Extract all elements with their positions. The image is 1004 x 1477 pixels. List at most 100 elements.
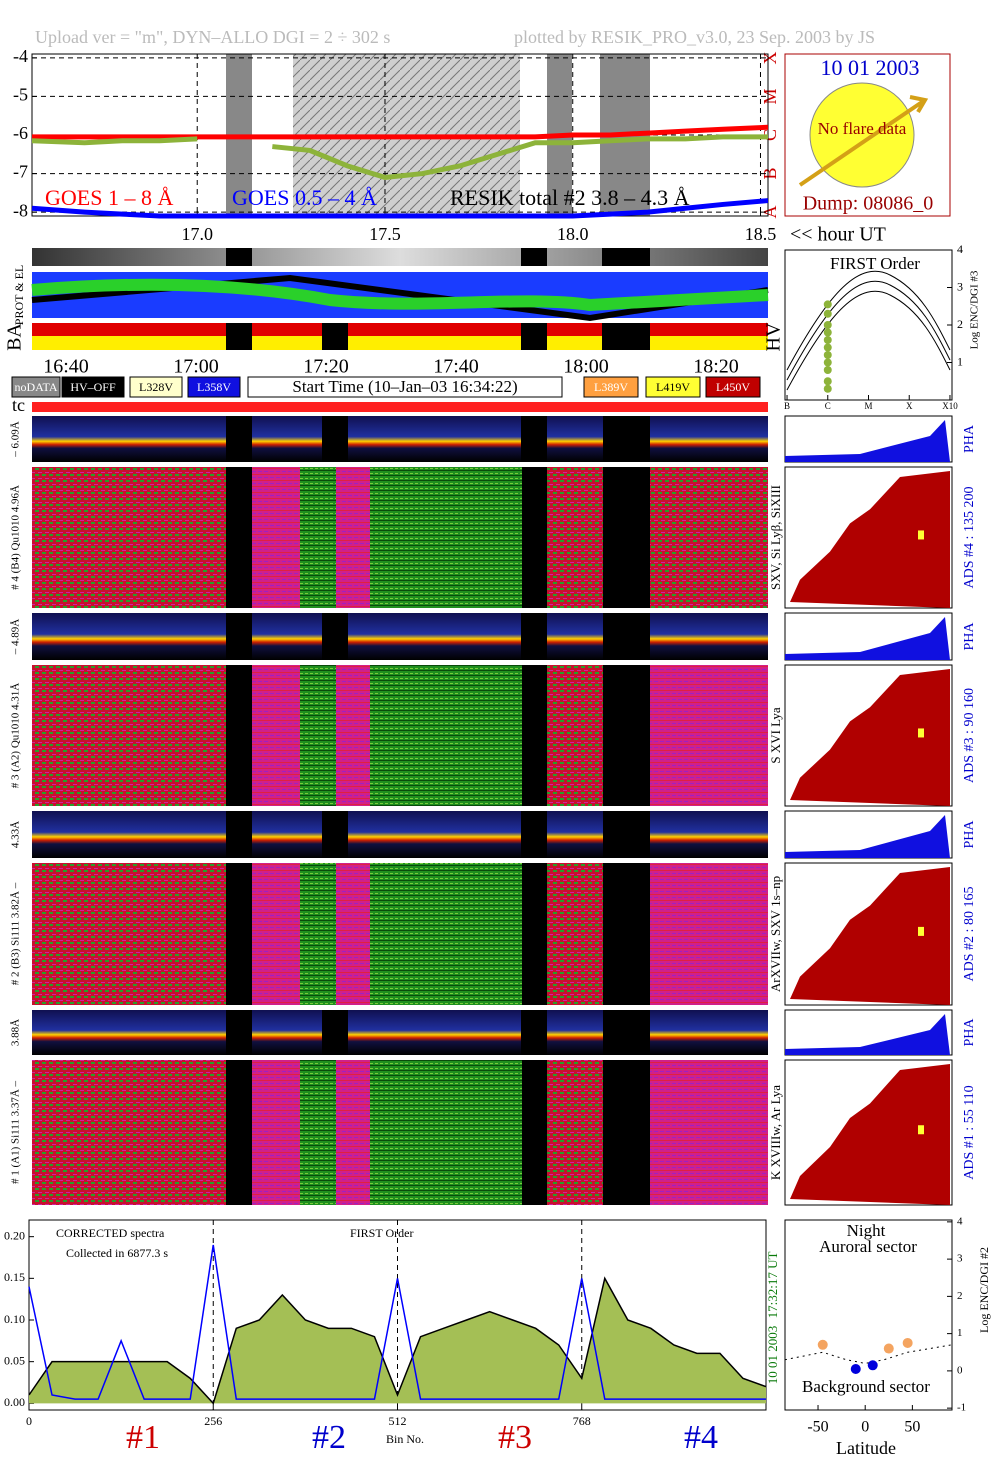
- x-tick-label: C: [825, 401, 831, 411]
- section-label: #4: [684, 1419, 718, 1456]
- point: [823, 309, 832, 318]
- dump: Dump: 08086_0: [803, 193, 934, 215]
- ba-strip: [32, 323, 768, 336]
- y-tick-label: -8: [13, 200, 28, 220]
- ads-marker: [918, 1125, 924, 1135]
- x-tick-label: 18.0: [557, 224, 589, 244]
- annotation: FIRST Order: [350, 1226, 413, 1240]
- header-left: Upload ver = "m", DYN–ALLO DGI = 2 ÷ 302…: [35, 27, 390, 47]
- strip-label: PROT & EL: [12, 265, 26, 325]
- legend-label: HV–OFF: [70, 380, 116, 394]
- pha-panel: [32, 416, 768, 462]
- y-tick-label: 4: [957, 1215, 963, 1227]
- spectrogram: [650, 467, 768, 608]
- y-tick-label: 0.20: [4, 1228, 25, 1242]
- pha-label: PHA: [962, 622, 977, 651]
- y-tick-label: 1: [957, 1327, 963, 1339]
- strip-label: tc: [12, 395, 25, 415]
- y-tick-label: 1: [957, 354, 963, 368]
- line-label: S XVI Lya: [768, 707, 783, 764]
- gap: [226, 1010, 252, 1055]
- pha-label: PHA: [962, 424, 977, 453]
- strip-label: HV: [763, 322, 785, 351]
- spectrogram: [547, 863, 603, 1005]
- legend-box: [11, 376, 61, 398]
- gap: [603, 1010, 650, 1055]
- ads-marker: [918, 926, 924, 936]
- time-label: 17:20: [303, 356, 349, 378]
- time-label: 18:20: [693, 356, 739, 378]
- legend-label: L358V: [197, 380, 231, 394]
- legend-label: L328V: [139, 380, 173, 394]
- ads-label: ADS #2 : 80 165: [962, 887, 977, 982]
- spectrogram: [336, 467, 370, 608]
- legend-label: RESIK total #2 3.8 – 4.3 Å: [450, 185, 690, 210]
- point: [902, 1337, 913, 1348]
- section-label: #2: [312, 1419, 346, 1456]
- spectrogram: [252, 1060, 300, 1205]
- y-tick-label: 3: [957, 279, 963, 293]
- x-tick-label: 768: [573, 1414, 591, 1428]
- gray-strip: [32, 248, 768, 266]
- pha-profile: [785, 617, 950, 660]
- spectrogram: [300, 665, 336, 806]
- x-tick-label: M: [864, 401, 872, 411]
- subtitle: Auroral sector: [819, 1237, 917, 1256]
- y-tick-label: 3: [957, 1253, 963, 1265]
- legend-box: [583, 376, 639, 398]
- spectrogram: [650, 863, 768, 1005]
- gap: [226, 613, 252, 660]
- x-axis-label: Bin No.: [386, 1432, 424, 1446]
- legend-label: noDATA: [14, 380, 57, 394]
- tc-strip: [32, 402, 768, 412]
- legend-box: [129, 376, 183, 398]
- section-label: #1: [126, 1419, 160, 1456]
- y-axis-label: Log ENC/DGI #3: [969, 270, 981, 349]
- point: [850, 1364, 861, 1375]
- x-axis-label: Latitude: [836, 1438, 896, 1458]
- spectrogram: [650, 665, 768, 806]
- y-tick-label: 0.10: [4, 1312, 25, 1326]
- legend-box: [705, 376, 761, 398]
- gap: [603, 613, 650, 660]
- spectrogram: [252, 863, 300, 1005]
- point: [817, 1339, 828, 1350]
- channel-label: # 4 (B4) Qu1010 4.96Å: [10, 485, 22, 590]
- series-line: [31, 134, 768, 180]
- gap: [521, 1010, 547, 1055]
- point: [823, 343, 832, 352]
- class-label: M: [760, 88, 780, 104]
- class-label: B: [760, 167, 780, 179]
- title: Night: [847, 1221, 886, 1240]
- strip-label: BA: [4, 323, 26, 351]
- ads-profile: [790, 669, 950, 806]
- spectrogram: [370, 863, 522, 1005]
- gap: [521, 613, 547, 660]
- series-line: [28, 1244, 766, 1400]
- spectrogram: [32, 1060, 226, 1205]
- ba-strip: [32, 336, 768, 350]
- time-label: 18:00: [563, 356, 609, 378]
- ads-profile: [790, 1064, 950, 1205]
- gap: [322, 613, 348, 660]
- spectrogram: [650, 1060, 768, 1205]
- x-tick-label: 18.5: [745, 224, 777, 244]
- x-tick-label: 17.0: [181, 224, 213, 244]
- y-axis-label: Log ENC/DGI #2: [977, 1247, 991, 1333]
- spectrogram: [370, 665, 522, 806]
- side-label: 10 01 2003: [765, 1326, 780, 1385]
- area: [29, 1278, 766, 1404]
- y-tick-label: 2: [957, 1290, 963, 1302]
- y-tick-label: 2: [957, 317, 963, 331]
- ba-gaps: [226, 248, 650, 350]
- spectrogram: [252, 665, 300, 806]
- gap: [322, 1010, 348, 1055]
- spectrogram: [547, 1060, 603, 1205]
- channel-label: # 3 (A2) Qu1010 4.31Å: [10, 683, 22, 788]
- time-label: 17:00: [173, 356, 219, 378]
- header-right: plotted by RESIK_PRO_v3.0, 23 Sep. 2003 …: [514, 27, 875, 47]
- y-tick-label: -4: [13, 46, 28, 66]
- point: [823, 384, 832, 393]
- spectrogram: [300, 1060, 336, 1205]
- point: [823, 358, 832, 367]
